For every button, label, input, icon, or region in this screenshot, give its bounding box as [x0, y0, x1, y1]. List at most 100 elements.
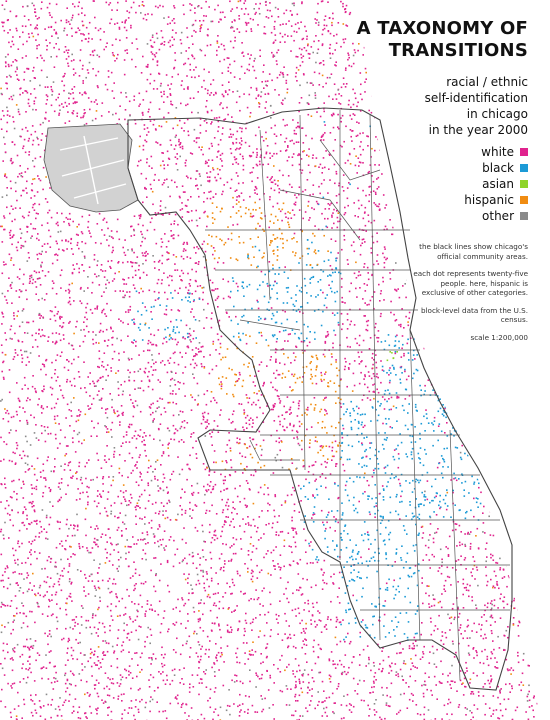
population-dot — [412, 354, 415, 356]
population-dot — [276, 389, 278, 392]
population-dot — [301, 2, 303, 5]
population-dot — [298, 680, 301, 683]
population-dot — [463, 495, 466, 497]
population-dot — [65, 417, 67, 419]
population-dot — [47, 456, 49, 458]
population-dot — [363, 266, 365, 268]
population-dot — [67, 445, 69, 447]
population-dot — [124, 118, 126, 121]
population-dot — [107, 70, 110, 72]
population-dot — [490, 630, 493, 632]
population-dot — [328, 674, 331, 677]
population-dot — [198, 297, 201, 299]
population-dot — [6, 121, 9, 124]
population-dot — [213, 289, 215, 292]
population-dot — [275, 534, 277, 536]
population-dot — [128, 426, 131, 429]
population-dot — [205, 130, 207, 132]
population-dot — [21, 25, 24, 27]
population-dot — [17, 511, 19, 514]
population-dot — [353, 250, 356, 253]
population-dot — [336, 510, 339, 512]
population-dot — [346, 197, 349, 200]
population-dot — [375, 322, 377, 325]
population-dot — [206, 172, 208, 174]
population-dot — [255, 187, 258, 190]
population-dot — [29, 551, 31, 553]
population-dot — [399, 501, 401, 503]
population-dot — [232, 581, 234, 584]
population-dot — [495, 575, 497, 577]
population-dot — [225, 504, 227, 507]
population-dot — [117, 516, 120, 519]
population-dot — [346, 494, 349, 497]
population-dot — [301, 38, 304, 41]
population-dot — [420, 526, 423, 528]
population-dot — [290, 458, 293, 460]
population-dot — [175, 651, 177, 654]
population-dot — [327, 259, 330, 261]
population-dot — [520, 689, 522, 692]
population-dot — [133, 714, 135, 717]
population-dot — [250, 578, 253, 581]
population-dot — [43, 59, 45, 62]
population-dot — [21, 128, 24, 131]
population-dot — [38, 271, 40, 274]
population-dot — [151, 53, 154, 55]
population-dot — [446, 575, 449, 578]
population-dot — [293, 132, 296, 135]
population-dot — [412, 479, 414, 482]
population-dot — [450, 584, 452, 586]
population-dot — [314, 18, 316, 20]
population-dot — [223, 58, 226, 61]
population-dot — [76, 529, 79, 531]
population-dot — [321, 167, 324, 169]
population-dot — [290, 25, 293, 27]
population-dot — [32, 278, 34, 281]
population-dot — [157, 261, 160, 263]
population-dot — [221, 193, 223, 196]
population-dot — [12, 208, 14, 210]
population-dot — [64, 463, 66, 465]
population-dot — [109, 591, 111, 594]
population-dot — [48, 120, 50, 122]
population-dot — [175, 519, 178, 521]
population-dot — [332, 126, 335, 129]
population-dot — [277, 373, 280, 376]
population-dot — [49, 661, 51, 664]
population-dot — [97, 635, 99, 637]
population-dot — [261, 710, 263, 713]
population-dot — [20, 247, 22, 249]
population-dot — [269, 179, 271, 181]
population-dot — [45, 135, 47, 137]
population-dot — [205, 317, 208, 319]
population-dot — [169, 385, 172, 387]
population-dot — [261, 510, 263, 512]
population-dot — [329, 265, 332, 267]
population-dot — [239, 693, 241, 696]
population-dot — [304, 349, 306, 352]
population-dot — [204, 162, 207, 165]
population-dot — [367, 534, 370, 536]
population-dot — [118, 318, 120, 320]
population-dot — [46, 76, 48, 78]
population-dot — [295, 133, 297, 135]
population-dot — [193, 128, 196, 131]
population-dot — [376, 457, 379, 460]
population-dot — [203, 79, 205, 82]
population-dot — [60, 558, 62, 561]
population-dot — [150, 45, 153, 48]
population-dot — [163, 41, 166, 43]
population-dot — [489, 602, 492, 605]
population-dot — [169, 401, 171, 404]
population-dot — [175, 372, 177, 374]
population-dot — [117, 526, 120, 529]
population-dot — [276, 453, 279, 456]
population-dot — [190, 409, 193, 411]
population-dot — [242, 164, 245, 167]
population-dot — [156, 64, 159, 67]
population-dot — [195, 252, 197, 254]
population-dot — [283, 271, 286, 273]
population-dot — [327, 511, 330, 514]
population-dot — [325, 445, 328, 447]
